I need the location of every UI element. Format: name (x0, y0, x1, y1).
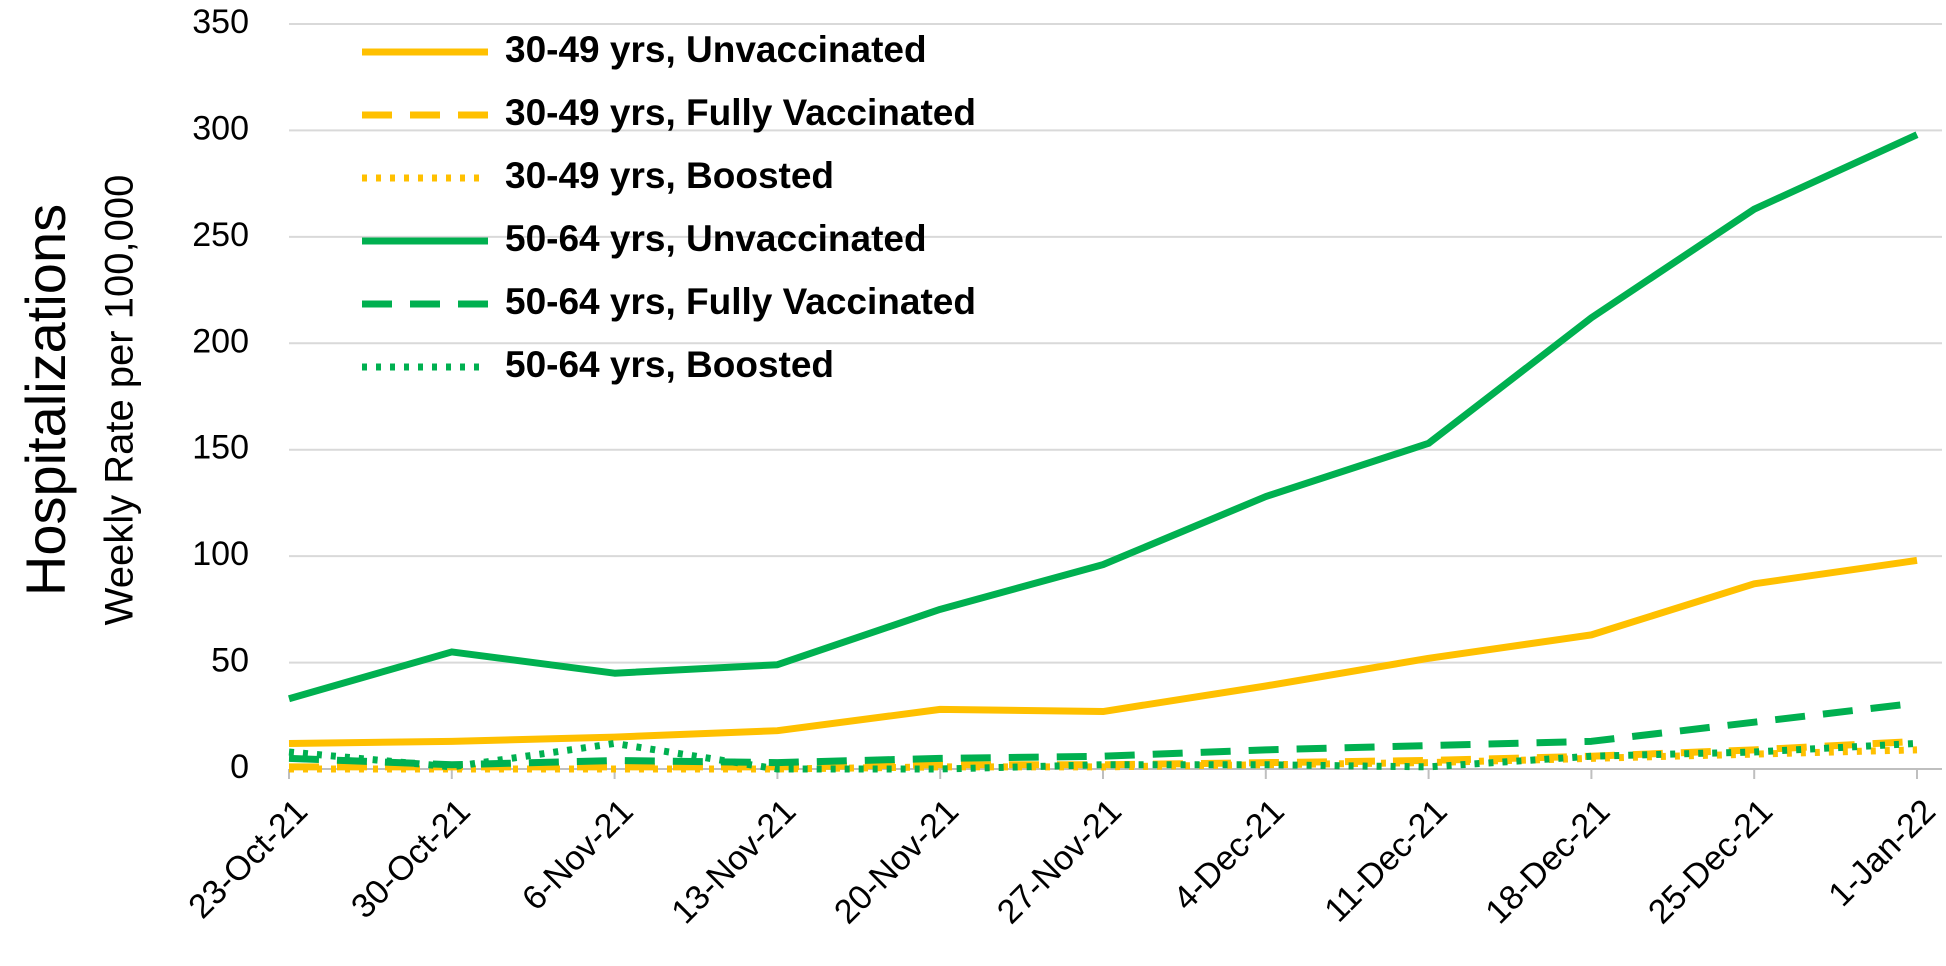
x-tick-label: 4-Dec-21 (1166, 792, 1292, 918)
series-line (288, 739, 1918, 773)
y-tick-label: 0 (230, 748, 249, 786)
x-tick-label: 6-Nov-21 (515, 792, 641, 918)
legend-label: 30-49 yrs, Boosted (505, 155, 834, 196)
y-tick-label: 100 (192, 535, 249, 573)
y-tick-label: 250 (192, 216, 249, 254)
y-axis-label: Weekly Rate per 100,000 (98, 175, 142, 626)
x-tick-label: 30-Oct-21 (344, 792, 478, 926)
series-line (288, 131, 1919, 703)
x-tick-label: 13-Nov-21 (664, 792, 803, 931)
legend-label: 50-64 yrs, Fully Vaccinated (505, 281, 976, 322)
y-tick-label: 350 (192, 3, 249, 41)
y-title: Hospitalizations (14, 204, 77, 596)
x-tick-label: 23-Oct-21 (181, 792, 315, 926)
y-tick-label: 200 (192, 322, 249, 360)
series-line (289, 746, 1918, 773)
legend-label: 50-64 yrs, Unvaccinated (505, 218, 927, 259)
x-tick-label: 27-Nov-21 (990, 792, 1129, 931)
series-line (288, 699, 1918, 769)
x-tick-label: 18-Dec-21 (1478, 792, 1617, 931)
legend-label: 50-64 yrs, Boosted (505, 344, 834, 385)
y-tick-label: 50 (211, 642, 249, 680)
x-tick-label: 11-Dec-21 (1317, 792, 1454, 929)
x-tick-label: 1-Jan-22 (1821, 792, 1943, 914)
series-line (288, 556, 1918, 747)
y-tick-label: 150 (192, 429, 249, 467)
y-tick-label: 300 (192, 109, 249, 147)
x-tick-label: 20-Nov-21 (827, 792, 966, 931)
legend-label: 30-49 yrs, Unvaccinated (505, 29, 927, 70)
legend-label: 30-49 yrs, Fully Vaccinated (505, 92, 976, 133)
x-tick-label: 25-Dec-21 (1641, 792, 1780, 931)
